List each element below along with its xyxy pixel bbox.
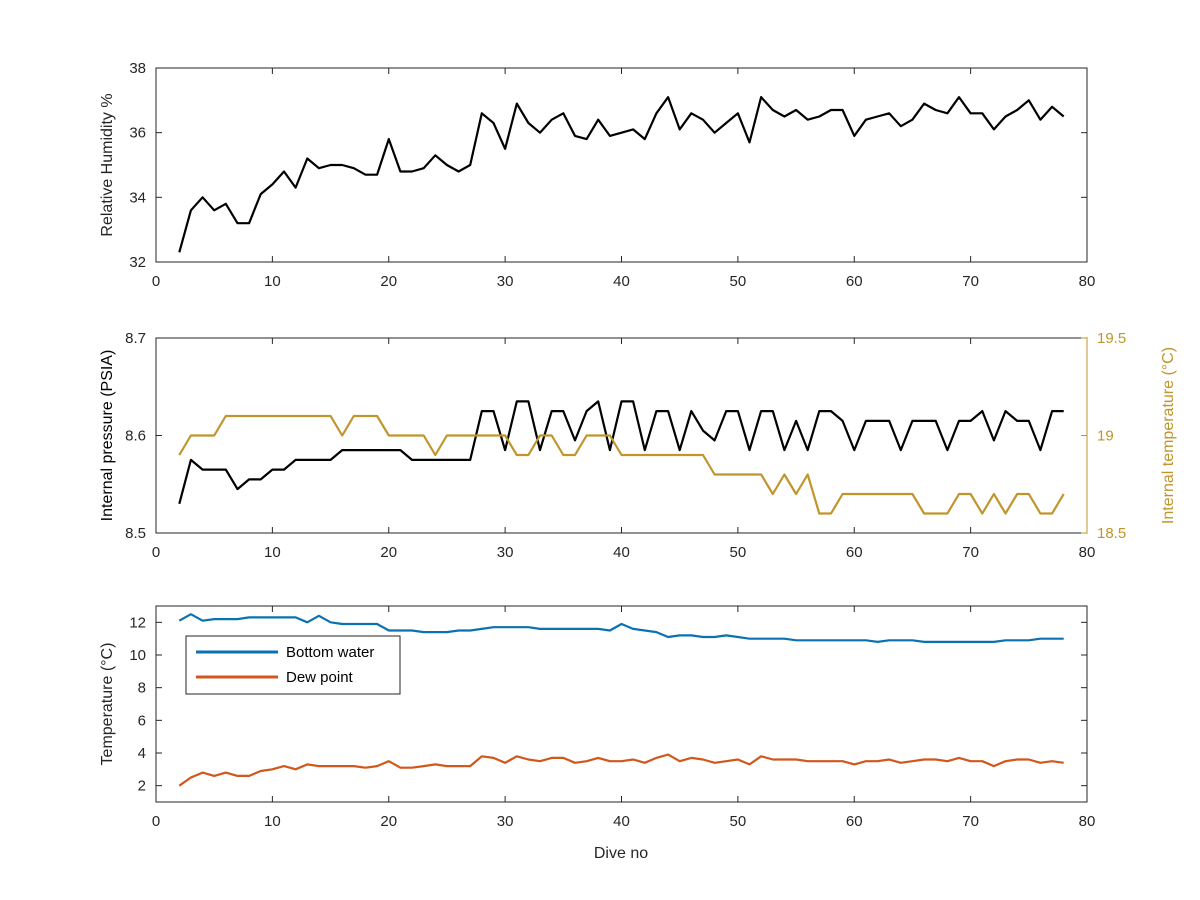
- y-tick-label: 34: [129, 189, 146, 206]
- internal-temperature-line: [178, 414, 1065, 515]
- legend-label: Dew point: [286, 669, 354, 686]
- y-axis-label: Relative Humidity %: [99, 93, 116, 236]
- temperature-axes: 0 10 20 30 40 50 60 70 80 2 4 6 8 10 12 Temperature (°C…: [99, 605, 1096, 830]
- x-tick-label: 30: [497, 813, 514, 830]
- x-tick-label: 20: [380, 813, 397, 830]
- y-tick-label: 4: [138, 745, 146, 762]
- right-y-tick-label: 19.5: [1097, 330, 1126, 347]
- x-tick-label: 20: [380, 273, 397, 290]
- humidity-axes: 0 10 20 30 40 50 60 70 80 32 34 36 38 Relative Humidi…: [99, 60, 1095, 290]
- legend-label: Bottom water: [286, 644, 374, 661]
- legend-box: [185, 635, 401, 695]
- x-tick-label: 40: [613, 813, 630, 830]
- x-tick-label: 50: [730, 544, 747, 561]
- y-tick-label: 6: [138, 712, 146, 729]
- y-tick-label: 10: [129, 647, 146, 664]
- pressure-temperature-axes: 0 10 20 30 40 50 60 70 80 8.5 8.6 8.7 18.5 19 19.5 Inte…: [99, 330, 1177, 561]
- y-tick-label: 32: [129, 254, 146, 271]
- plot-frame: [155, 67, 1088, 263]
- y-axis-label: Temperature (°C): [99, 643, 116, 766]
- x-tick-label: 10: [264, 544, 281, 561]
- y-axis-label: Internal pressure (PSIA): [99, 350, 116, 522]
- x-tick-label: 50: [730, 813, 747, 830]
- plot-frame: [155, 605, 1088, 803]
- y-tick-label: 8.6: [125, 428, 146, 445]
- x-tick-label: 60: [846, 273, 863, 290]
- y-tick-label: 8.7: [125, 330, 146, 347]
- x-tick-label: 80: [1079, 273, 1096, 290]
- plot-frame: [155, 337, 1088, 534]
- x-axis-label: Dive no: [594, 845, 648, 862]
- x-tick-label: 20: [380, 544, 397, 561]
- x-tick-label: 70: [962, 273, 979, 290]
- x-tick-label: 80: [1079, 813, 1096, 830]
- x-tick-label: 10: [264, 273, 281, 290]
- x-tick-label: 40: [613, 273, 630, 290]
- x-tick-label: 0: [152, 813, 160, 830]
- x-tick-label: 0: [152, 273, 160, 290]
- y-tick-label: 12: [129, 614, 146, 631]
- x-tick-label: 30: [497, 273, 514, 290]
- right-y-tick-label: 19: [1097, 428, 1114, 445]
- humidity-line: [178, 95, 1065, 253]
- y-tick-label: 8.5: [125, 525, 146, 542]
- legend: Bottom water Dew point: [185, 635, 401, 695]
- x-tick-label: 30: [497, 544, 514, 561]
- x-tick-label: 60: [846, 813, 863, 830]
- y-tick-label: 2: [138, 778, 146, 795]
- internal-pressure-line: [178, 400, 1064, 505]
- x-tick-label: 70: [962, 813, 979, 830]
- x-tick-label: 80: [1079, 544, 1096, 561]
- x-tick-label: 0: [152, 544, 160, 561]
- dew-point-line: [178, 753, 1064, 787]
- x-tick-label: 10: [264, 813, 281, 830]
- right-y-axis-label: Internal temperature (°C): [1160, 347, 1177, 524]
- x-tick-label: 40: [613, 544, 630, 561]
- x-tick-label: 70: [962, 544, 979, 561]
- y-tick-label: 8: [138, 680, 146, 697]
- right-y-tick-label: 18.5: [1097, 525, 1126, 542]
- bottom-water-line: [178, 613, 1064, 644]
- y-tick-label: 36: [129, 125, 146, 142]
- x-tick-label: 50: [730, 273, 747, 290]
- y-tick-label: 38: [129, 60, 146, 77]
- x-tick-label: 60: [846, 544, 863, 561]
